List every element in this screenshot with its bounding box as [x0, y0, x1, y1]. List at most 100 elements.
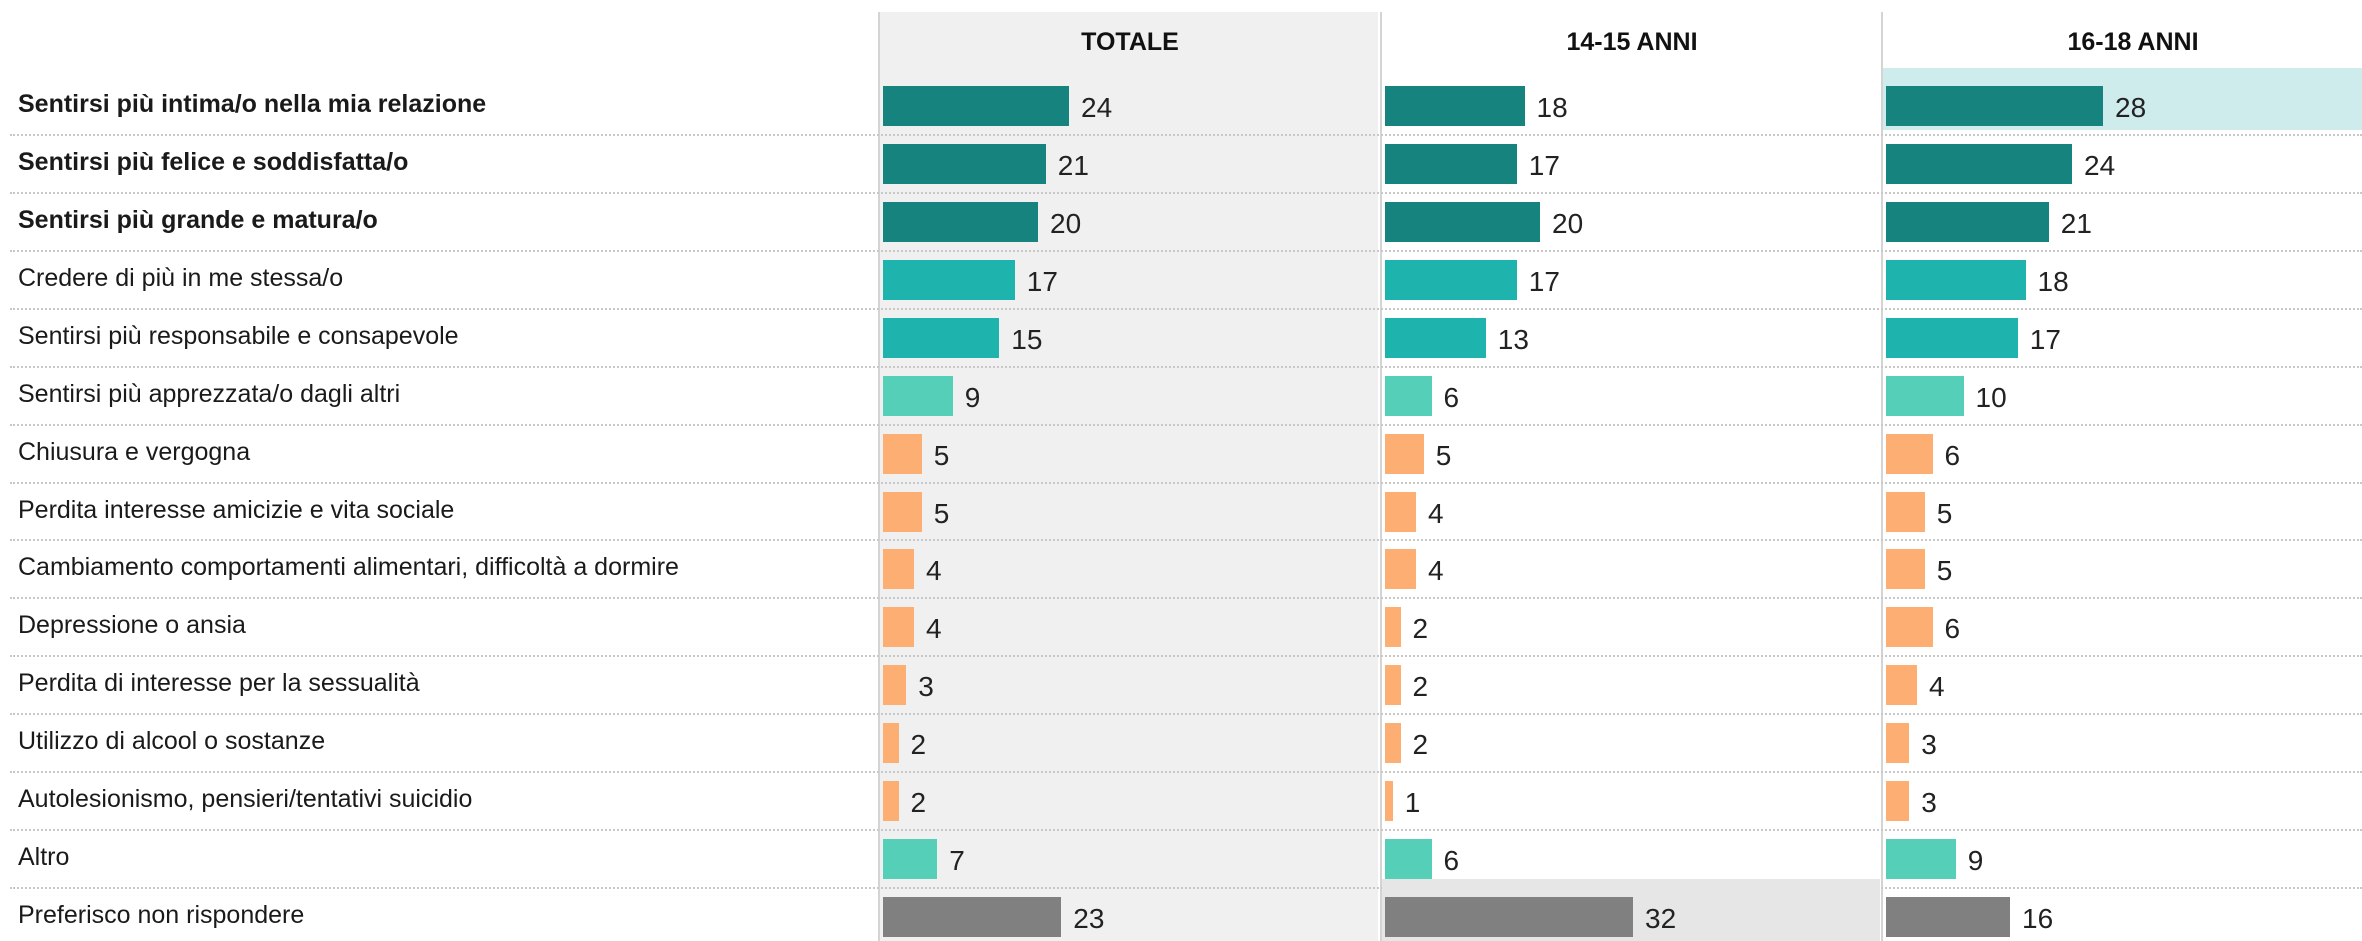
bar: [883, 202, 1038, 242]
row-separator: [10, 887, 2362, 889]
bar-value-label: 2: [1412, 671, 1429, 702]
bar-value-label: 4: [1929, 671, 1945, 702]
bar: [883, 607, 914, 647]
bar: [883, 376, 953, 416]
bar: [1385, 607, 1401, 647]
row-separator: [10, 655, 2362, 657]
row-separator: [10, 829, 2362, 831]
column-divider: [1881, 12, 1883, 941]
column-divider: [1380, 12, 1382, 941]
bar-value-label: 9: [964, 382, 981, 413]
bar-value-label: 2: [910, 729, 927, 760]
bar-value-label: 4: [1428, 498, 1444, 529]
row-separator: [10, 192, 2362, 194]
bar: [1385, 839, 1432, 879]
bar: [883, 318, 1000, 358]
bar-value-label: 13: [1497, 324, 1529, 355]
bar: [883, 434, 922, 474]
bar-value-label: 6: [1944, 613, 1961, 644]
bar-value-label: 6: [1443, 382, 1460, 413]
bar-value-label: 3: [1921, 729, 1937, 760]
column-header: 14-15 ANNI: [1566, 28, 1698, 56]
bar: [1385, 202, 1540, 242]
bar-value-label: 10: [1975, 382, 2007, 413]
bar-value-label: 4: [926, 613, 942, 644]
row-separator: [10, 482, 2362, 484]
bar-value-label: 15: [1011, 324, 1043, 355]
bar: [1385, 665, 1401, 705]
bar-value-label: 9: [1967, 845, 1984, 876]
bar: [1886, 897, 2010, 937]
column-header: TOTALE: [1081, 28, 1179, 56]
category-label: Sentirsi più felice e soddisfatta/o: [18, 148, 409, 176]
row-separator: [10, 250, 2362, 252]
bar-value-label: 6: [1944, 440, 1961, 471]
category-label: Utilizzo di alcool o sostanze: [18, 727, 326, 755]
bar: [1886, 549, 1925, 589]
bar-value-label: 2: [910, 787, 927, 818]
category-label: Sentirsi più responsabile e consapevole: [18, 322, 459, 350]
bar: [1385, 781, 1393, 821]
bar: [1385, 260, 1517, 300]
bar: [1886, 665, 1917, 705]
bar-value-label: 4: [1428, 555, 1444, 586]
bar: [883, 492, 922, 532]
bar-value-label: 17: [2029, 324, 2061, 355]
category-label: Chiusura e vergogna: [18, 438, 251, 466]
bar-value-label: 23: [1073, 903, 1105, 934]
bar: [1886, 723, 1910, 763]
bar-value-label: 5: [1936, 498, 1953, 529]
row-separator: [10, 308, 2362, 310]
bar: [1886, 607, 1933, 647]
row-separator: [10, 771, 2362, 773]
category-label: Sentirsi più apprezzata/o dagli altri: [18, 380, 401, 408]
bar-value-label: 21: [1057, 150, 1089, 181]
bar-value-label: 3: [918, 671, 934, 702]
bar-value-label: 3: [1921, 787, 1937, 818]
bar-value-label: 5: [933, 498, 950, 529]
bar: [883, 723, 899, 763]
category-label: Perdita di interesse per la sessualità: [18, 669, 420, 697]
bar-value-label: 4: [926, 555, 942, 586]
category-label: Autolesionismo, pensieri/tentativi suici…: [18, 785, 473, 813]
bar-value-label: 32: [1645, 903, 1677, 934]
bar-value-label: 6: [1443, 845, 1460, 876]
bar-value-label: 24: [2084, 150, 2116, 181]
bar: [883, 839, 938, 879]
bar: [1886, 86, 2103, 126]
bar: [1886, 492, 1925, 532]
bar: [1886, 318, 2018, 358]
bar: [1886, 260, 2026, 300]
category-label: Preferisco non rispondere: [18, 901, 305, 929]
bar-value-label: 18: [1536, 92, 1568, 123]
bar: [883, 260, 1015, 300]
bar: [1886, 376, 1964, 416]
bar: [1385, 376, 1432, 416]
bar-value-label: 20: [1552, 208, 1584, 239]
bar-value-label: 24: [1081, 92, 1113, 123]
bar: [883, 144, 1046, 184]
bar-value-label: 18: [2037, 266, 2069, 297]
bar: [883, 86, 1069, 126]
bar: [1886, 144, 2072, 184]
row-separator: [10, 366, 2362, 368]
bar: [883, 781, 899, 821]
bar: [883, 665, 907, 705]
bar-value-label: 2: [1412, 729, 1429, 760]
bar-value-label: 20: [1050, 208, 1082, 239]
bar: [1385, 897, 1633, 937]
column-divider: [878, 12, 880, 941]
column-header: 16-18 ANNI: [2067, 28, 2199, 56]
bar: [1886, 202, 2049, 242]
row-separator: [10, 539, 2362, 541]
category-label: Credere di più in me stessa/o: [18, 264, 344, 292]
category-label: Perdita interesse amicizie e vita social…: [18, 496, 455, 524]
bar: [1385, 434, 1424, 474]
bar: [1385, 549, 1416, 589]
bar: [1886, 839, 1956, 879]
bar: [1385, 723, 1401, 763]
bar: [1385, 144, 1517, 184]
bar-value-label: 17: [1528, 266, 1560, 297]
bar: [1385, 492, 1416, 532]
bar-value-label: 17: [1026, 266, 1058, 297]
